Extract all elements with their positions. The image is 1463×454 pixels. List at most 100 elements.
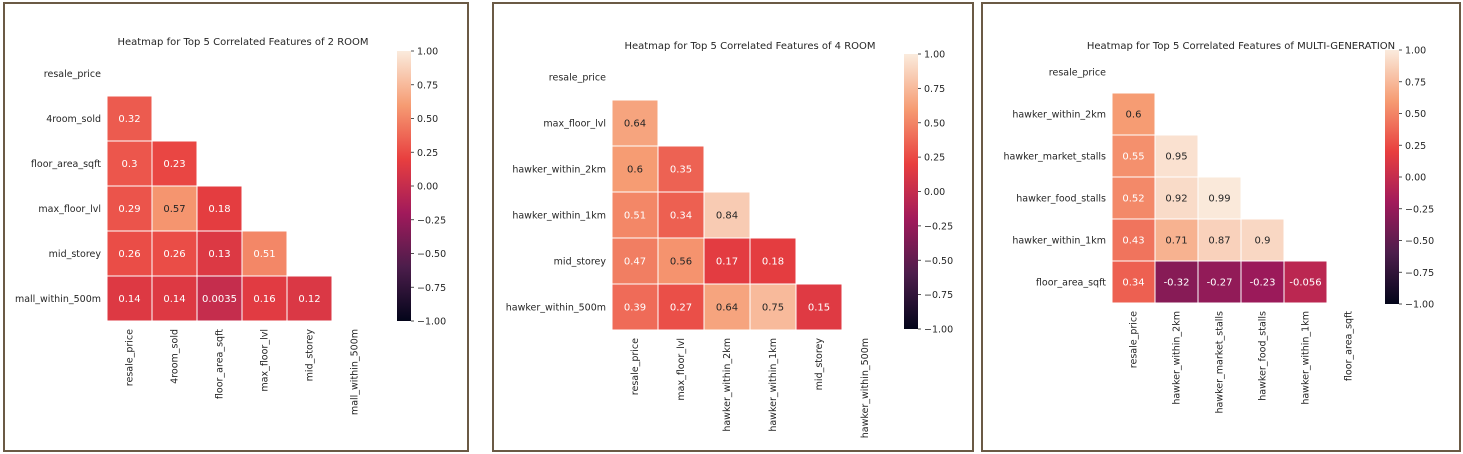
y-tick-label: hawker_within_1km: [1012, 236, 1106, 247]
heatmap-cell: [106, 95, 153, 142]
colorbar-tick-label: −0.25: [1405, 204, 1434, 215]
colorbar-tick-label: 0.75: [924, 84, 945, 95]
cell-value-label: 0.0035: [202, 294, 237, 305]
heatmap-cell: [703, 283, 751, 331]
cell-value-label: 0.12: [298, 294, 320, 305]
heatmap-panel-2-room: Heatmap for Top 5 Correlated Features of…: [3, 2, 469, 452]
cell-value-label: 0.84: [716, 211, 738, 222]
cell-value-label: 0.34: [670, 211, 692, 222]
heatmap-cell: [611, 99, 659, 147]
colorbar-tick-label: 0.00: [417, 182, 438, 193]
heatmap-cell: [703, 237, 751, 285]
cell-value-label: 0.18: [762, 257, 784, 268]
colorbar-tick-label: −0.25: [924, 221, 953, 232]
heatmap-chart-multi-generation: Heatmap for Top 5 Correlated Features of…: [1004, 41, 1435, 413]
heatmap-cell: [1154, 176, 1199, 220]
heatmap-cell: [151, 275, 198, 322]
y-tick-label: max_floor_lvl: [38, 204, 101, 215]
cell-value-label: 0.99: [1208, 194, 1230, 205]
y-tick-label: hawker_within_2km: [512, 165, 606, 176]
cell-value-label: 0.9: [1255, 236, 1271, 247]
cell-value-label: 0.95: [1165, 152, 1187, 163]
heatmap-cell: [657, 283, 705, 331]
colorbar-tick-label: −1.00: [924, 325, 953, 336]
heatmap-cell: [196, 275, 243, 322]
chart-title: Heatmap for Top 5 Correlated Features of…: [117, 37, 368, 48]
colorbar-tick-label: −0.75: [1405, 268, 1434, 279]
colorbar-tick-label: −0.75: [417, 283, 446, 294]
heatmap-cell: [1154, 218, 1199, 262]
x-tick-label: hawker_within_2km: [1172, 311, 1183, 405]
colorbar-tick-label: 0.00: [1405, 173, 1426, 184]
cell-value-label: 0.32: [118, 114, 140, 125]
colorbar-tick-label: 0.25: [417, 148, 438, 159]
cell-value-label: 0.56: [670, 257, 692, 268]
heatmap-cell: [611, 145, 659, 193]
chart-title: Heatmap for Top 5 Correlated Features of…: [624, 41, 875, 52]
heatmap-cell: [657, 145, 705, 193]
x-tick-label: hawker_within_1km: [1301, 311, 1312, 405]
y-tick-label: floor_area_sqft: [31, 159, 101, 170]
heatmap-cell: [1197, 218, 1242, 262]
heatmap-cell: [703, 191, 751, 239]
x-tick-label: 4room_sold: [170, 329, 181, 384]
cell-value-label: 0.3: [122, 159, 138, 170]
colorbar: [397, 51, 411, 321]
cell-value-label: 0.16: [253, 294, 275, 305]
heatmap-cell: [611, 283, 659, 331]
heatmap-cell: [1240, 260, 1285, 304]
cell-value-label: 0.64: [716, 303, 738, 314]
colorbar-tick-label: 1.00: [1405, 46, 1426, 57]
y-tick-label: hawker_within_500m: [506, 303, 606, 314]
colorbar-tick-label: −1.00: [1405, 300, 1434, 311]
cell-value-label: 0.43: [1122, 236, 1144, 247]
heatmap-cell: [286, 275, 333, 322]
y-tick-label: mall_within_500m: [15, 294, 101, 305]
colorbar-tick-label: 0.75: [1405, 77, 1426, 88]
heatmap-cell: [196, 185, 243, 232]
colorbar: [904, 54, 918, 329]
colorbar-tick-label: −0.75: [924, 290, 953, 301]
cell-value-label: 0.6: [627, 165, 643, 176]
cell-value-label: 0.27: [670, 303, 692, 314]
x-tick-label: hawker_within_2km: [722, 338, 733, 432]
cell-value-label: 0.75: [762, 303, 784, 314]
cell-value-label: 0.51: [624, 211, 646, 222]
y-tick-label: hawker_within_1km: [512, 211, 606, 222]
cell-value-label: 0.57: [163, 204, 185, 215]
heatmap-chart-2-room: Heatmap for Top 5 Correlated Features of…: [15, 37, 446, 415]
cell-value-label: 0.18: [208, 204, 230, 215]
cell-value-label: 0.6: [1126, 110, 1142, 121]
y-tick-label: resale_price: [549, 73, 606, 84]
chart-title: Heatmap for Top 5 Correlated Features of…: [1087, 41, 1395, 52]
cell-value-label: 0.29: [118, 204, 140, 215]
cell-value-label: 0.14: [163, 294, 185, 305]
x-tick-label: hawker_within_1km: [768, 338, 779, 432]
cell-value-label: -0.23: [1250, 278, 1276, 289]
x-tick-label: resale_price: [125, 329, 136, 386]
x-tick-label: resale_price: [630, 338, 641, 395]
y-tick-label: max_floor_lvl: [543, 119, 606, 130]
x-tick-label: mid_storey: [814, 338, 825, 391]
heatmap-chart-4-room: Heatmap for Top 5 Correlated Features of…: [506, 41, 953, 438]
cell-value-label: 0.64: [624, 119, 646, 130]
colorbar-tick-label: 1.00: [417, 47, 438, 58]
colorbar-tick-label: 1.00: [924, 50, 945, 61]
cell-value-label: 0.87: [1208, 236, 1230, 247]
heatmap-panel-4-room: Heatmap for Top 5 Correlated Features of…: [492, 2, 974, 452]
y-tick-label: hawker_market_stalls: [1004, 152, 1107, 163]
cell-value-label: 0.13: [208, 249, 230, 260]
x-tick-label: floor_area_sqft: [1344, 311, 1355, 381]
cell-value-label: 0.55: [1122, 152, 1144, 163]
heatmap-cell: [1283, 260, 1328, 304]
colorbar-tick-label: 0.75: [417, 80, 438, 91]
y-tick-label: hawker_food_stalls: [1016, 194, 1106, 205]
y-tick-label: floor_area_sqft: [1036, 278, 1106, 289]
heatmap-cell: [749, 237, 797, 285]
heatmap-cell: [611, 237, 659, 285]
heatmap-cell: [151, 230, 198, 277]
y-tick-label: mid_storey: [554, 257, 607, 268]
y-tick-label: 4room_sold: [46, 114, 101, 125]
x-tick-label: max_floor_lvl: [676, 338, 687, 401]
cell-value-label: -0.32: [1164, 278, 1190, 289]
